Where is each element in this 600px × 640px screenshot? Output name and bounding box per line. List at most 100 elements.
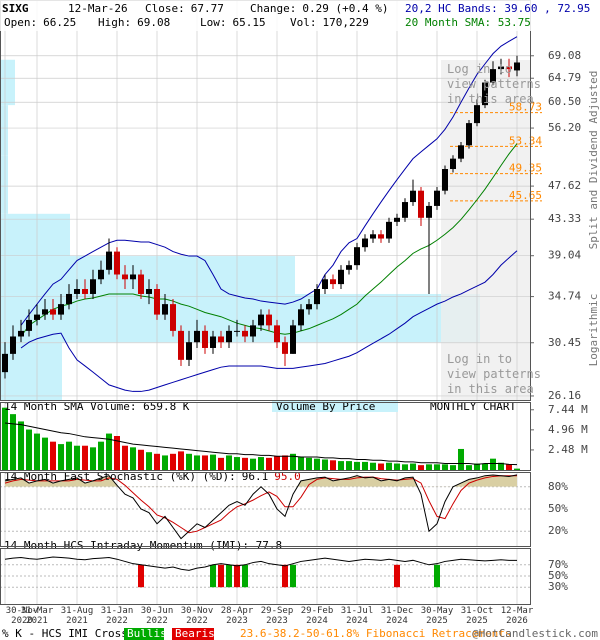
footer-text: Bearish — [175, 627, 221, 640]
volume-bar — [346, 461, 352, 470]
crossover-bar — [434, 564, 440, 588]
panel-label: MONTHLY CHART — [430, 400, 516, 413]
login-note: Log in to view patterns in this area — [447, 62, 541, 106]
panel-frame — [0, 548, 531, 605]
volume-bar — [466, 465, 472, 470]
upper-band — [20, 36, 518, 326]
crossover-bar — [242, 564, 248, 588]
candle-body — [514, 62, 520, 71]
volume-bar — [82, 445, 88, 470]
volume-bar — [258, 457, 264, 470]
volume-bar — [298, 457, 304, 470]
y-tick-label: 80% — [548, 480, 568, 493]
volume-bar — [362, 461, 368, 470]
header-value: 65.15 — [233, 16, 266, 29]
candle-body — [474, 105, 480, 124]
candle-body — [34, 314, 40, 320]
volume-by-price-bar — [0, 105, 8, 156]
candle-body — [202, 330, 208, 348]
y-tick-label: 64.79 — [548, 71, 581, 84]
candle-body — [106, 251, 112, 270]
volume-bar — [42, 437, 48, 470]
candle-body — [410, 190, 416, 203]
footer-text: Bullish — [127, 627, 173, 640]
panel-label: 14 Month HCS Intraday Momentum (IMI): 77… — [4, 539, 282, 552]
volume-bar — [434, 464, 440, 470]
candle-body — [82, 289, 88, 294]
crossover-bar — [234, 564, 240, 588]
header-field: Low: 65.15 — [200, 16, 266, 29]
volume-bar — [162, 455, 168, 470]
y-tick-label: 4.96 M — [548, 423, 588, 436]
candle-body — [58, 304, 64, 315]
x-tick-label: 31-Jan 2022 — [100, 606, 134, 626]
volume-bar — [482, 463, 488, 470]
sma-line — [20, 143, 518, 337]
volume-bar — [330, 460, 336, 470]
volume-bar — [50, 441, 56, 470]
candle-body — [274, 325, 280, 343]
volume-bar — [442, 464, 448, 470]
candle-body — [18, 330, 24, 337]
volume-by-price-bar — [0, 59, 15, 106]
candle-body — [2, 353, 8, 373]
volume-bar — [234, 457, 240, 470]
symbol: SIXG — [2, 2, 29, 15]
x-tick-label: 30-Nov 2020 — [5, 606, 39, 626]
volume-bar — [106, 433, 112, 470]
y-tick-label: 20% — [548, 524, 568, 537]
candle-body — [10, 336, 16, 354]
candle-body — [194, 330, 200, 343]
volume-by-price-bar — [0, 155, 8, 214]
panel-label: 14 Month SMA Volume: 659.8 K — [4, 400, 190, 413]
footer-text: 23.6-38.2-50-61.8% Fibonacci Retracement… — [240, 627, 512, 640]
x-tick-label: 28-Apr 2023 — [220, 606, 254, 626]
x-tick-label: 31-Dec 2024 — [380, 606, 414, 626]
candle-body — [314, 289, 320, 305]
header-label: Close: — [145, 2, 185, 15]
candle-body — [338, 269, 344, 285]
volume-bar — [10, 414, 16, 470]
header-field: Change: 0.29 (+0.4 %) — [250, 2, 388, 15]
header-label: Change: — [250, 2, 296, 15]
candle-body — [442, 169, 448, 191]
x-tick-label: 29-Sep 2023 — [260, 606, 294, 626]
candle-body — [186, 342, 192, 360]
candle-body — [402, 202, 408, 218]
candle-body — [266, 314, 272, 326]
candle-body — [90, 279, 96, 294]
volume-bar — [338, 461, 344, 470]
volume-bar — [98, 441, 104, 470]
volume-bar — [138, 449, 144, 470]
candle-body — [242, 330, 248, 337]
candle-body — [26, 319, 32, 331]
candle-body — [138, 274, 144, 294]
header-label: Vol: — [290, 16, 317, 29]
y-tick-label: 69.08 — [548, 49, 581, 62]
panel-value: 14 Month Fast Stochastic (%K) (%D): — [4, 470, 236, 483]
header-label: Low: — [200, 16, 227, 29]
crossover-bar — [290, 564, 296, 588]
candle-body — [458, 145, 464, 159]
volume-bar — [266, 457, 272, 470]
candle-body — [346, 265, 352, 270]
candle-body — [322, 279, 328, 290]
volume-bar — [154, 453, 160, 470]
y-tick-label: 43.33 — [548, 212, 581, 225]
volume-bar — [274, 456, 280, 470]
panel-frame — [0, 472, 531, 547]
fib-label: 58.73 — [509, 101, 542, 114]
x-tick-label: 12-Mar 2026 — [500, 606, 534, 626]
x-tick-label: 30-Jun 2022 — [140, 606, 174, 626]
volume-bar — [74, 445, 80, 470]
crossover-bar — [282, 564, 288, 588]
candle-body — [162, 304, 168, 315]
volume-bar — [130, 447, 136, 470]
candle-body — [170, 304, 176, 331]
candle-body — [114, 251, 120, 275]
volume-bar — [426, 464, 432, 470]
volume-bar — [2, 407, 8, 470]
volume-bar — [178, 451, 184, 470]
candle-body — [210, 336, 216, 348]
candle-body — [306, 304, 312, 310]
